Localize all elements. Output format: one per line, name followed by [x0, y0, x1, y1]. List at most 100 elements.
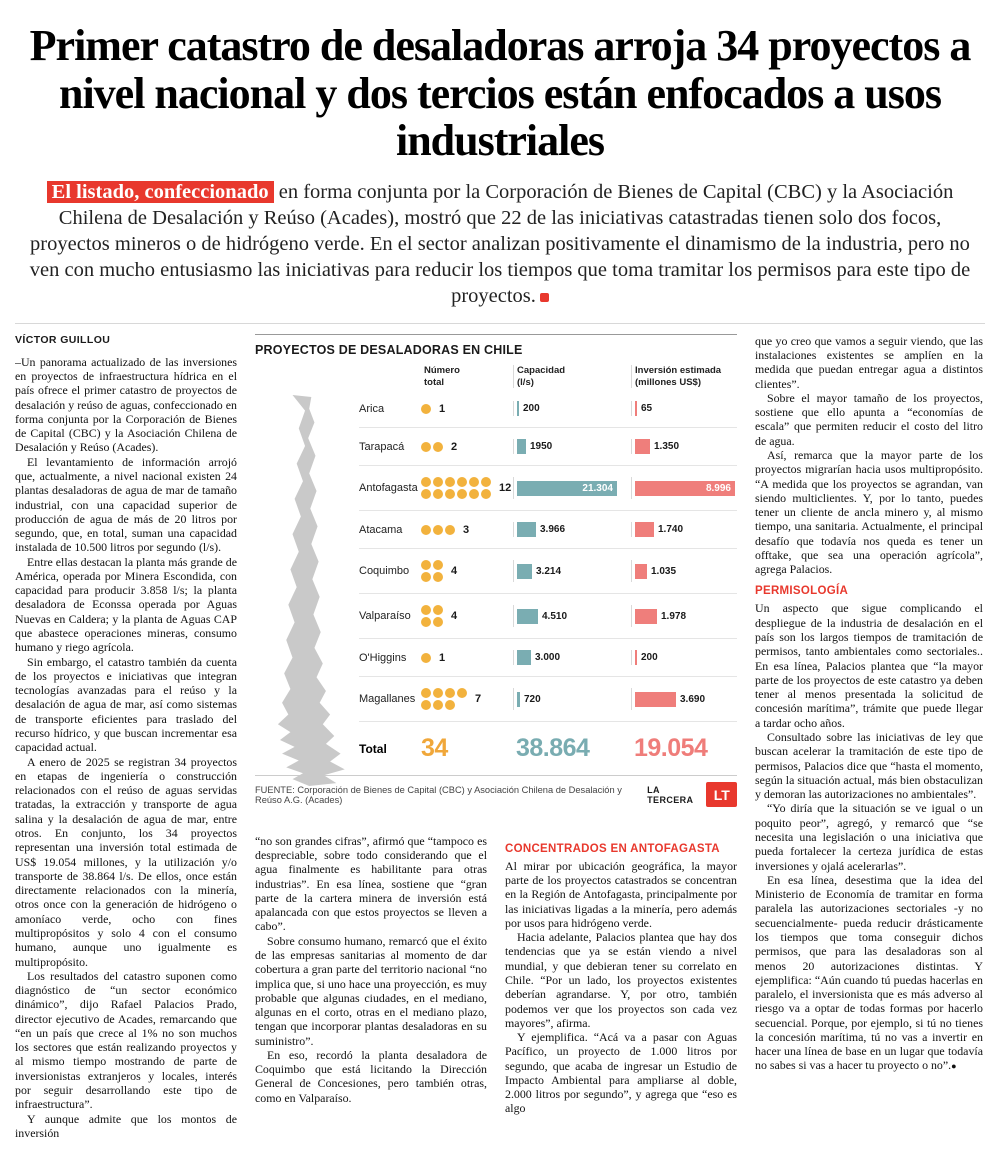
inv-bar-value: 1.035	[651, 565, 677, 577]
project-dot-icon	[469, 477, 479, 488]
project-count-value: 3	[463, 523, 470, 536]
cap-bar-value: 200	[523, 403, 540, 415]
bar-cell-inv: 1.350	[631, 439, 737, 455]
project-dot-icon	[481, 489, 491, 500]
inv-bar	[635, 691, 676, 707]
project-dot-icon	[421, 477, 431, 488]
inv-bar	[635, 650, 637, 666]
project-dots	[421, 652, 433, 663]
bar-cell-cap: 4.510	[513, 605, 631, 628]
project-dots	[421, 477, 493, 500]
bar-cell-cap: 21.304	[513, 477, 631, 500]
inv-bar-value: 65	[641, 403, 653, 415]
project-dot-icon	[469, 489, 479, 500]
project-dot-icon	[433, 688, 443, 699]
project-dot-icon	[433, 700, 443, 711]
chart-row: Antofagasta 12 21.304 8.996	[359, 466, 737, 512]
paragraph: A enero de 2025 se registran 34 proyecto…	[15, 754, 237, 969]
project-dot-icon	[445, 700, 455, 711]
headline: Primer catastro de desaladoras arroja 34…	[29, 21, 972, 166]
total-count: 34	[421, 734, 448, 763]
column-left: VÍCTOR GUILLOU –Un panorama actualizado …	[15, 334, 237, 1155]
inv-bar	[635, 563, 647, 579]
paragraph: El levantamiento de información arrojó q…	[15, 454, 237, 555]
project-dot-icon	[421, 524, 431, 535]
credit-text: LA TERCERA	[647, 784, 694, 805]
chart-source-row: FUENTE: Corporación de Bienes de Capital…	[255, 775, 737, 808]
paragraph: “Yo diría que la situación se ve igual o…	[755, 801, 983, 873]
project-count-cell: 7	[421, 688, 513, 711]
chart-body: Número total Capacidad (l/s) Inversión e…	[255, 364, 737, 786]
project-dot-icon	[421, 688, 431, 699]
paragraph: Entre ellas destacan la planta más grand…	[15, 554, 237, 655]
region-label: Antofagasta	[359, 482, 418, 495]
paragraph: Los resultados del catastro suponen como…	[15, 968, 237, 1112]
project-dots	[421, 524, 457, 535]
chart-row: Atacama 3 3.966 1.740	[359, 511, 737, 550]
paragraph: Hacia adelante, Palacios plantea que hay…	[505, 930, 737, 1030]
project-dot-icon	[421, 403, 431, 414]
total-investment: 19.054	[634, 734, 708, 763]
project-dot-icon	[433, 524, 443, 535]
region-label: Arica	[359, 402, 385, 415]
project-count-value: 2	[451, 440, 458, 453]
paragraph: Así, remarca que la mayor parte de los p…	[755, 447, 983, 577]
bar-cell-inv: 8.996	[631, 477, 737, 500]
project-dot-icon	[457, 688, 467, 699]
project-count-cell: 3	[421, 524, 513, 536]
cap-bar-value: 3.214	[536, 565, 562, 577]
cap-bar	[517, 691, 520, 707]
project-count-cell: 2	[421, 441, 513, 453]
paragraph: Sobre el mayor tamaño de los proyectos, …	[755, 390, 983, 448]
project-dot-icon	[433, 617, 443, 628]
project-count-value: 4	[451, 565, 458, 578]
project-count-value: 1	[439, 651, 446, 664]
bar-cell-inv: 200	[631, 650, 737, 666]
bar-cell-inv: 65	[631, 401, 737, 417]
project-dot-icon	[445, 524, 455, 535]
paragraph: Y aunque admite que los montos de invers…	[15, 1111, 237, 1140]
column-right: que yo creo que vamos a seguir viendo, q…	[755, 334, 983, 1155]
project-dot-icon	[433, 489, 443, 500]
project-dots	[421, 688, 469, 711]
inv-bar: 8.996	[635, 480, 735, 496]
paragraph: Sin embargo, el catastro también da cuen…	[15, 654, 237, 755]
paragraph: Sobre consumo humano, remarcó que el éxi…	[255, 933, 487, 1048]
cap-bar	[517, 439, 526, 455]
project-count-cell: 4	[421, 605, 513, 628]
chart-total-row: Total 34 38.864 19.054	[359, 722, 737, 767]
total-capacity: 38.864	[516, 734, 590, 763]
paragraph: Consultado sobre las iniciativas de ley …	[755, 730, 983, 802]
region-label: Atacama	[359, 523, 403, 536]
paragraph: –Un panorama actualizado de las inversio…	[15, 354, 237, 455]
paragraph: Y ejemplifica. “Acá va a pasar con Aguas…	[505, 1030, 737, 1116]
paragraph: En eso, recordó la planta desaladora de …	[255, 1047, 487, 1105]
paragraph: En esa línea, desestima que la idea del …	[755, 873, 983, 1073]
paragraph: “no son grandes cifras”, afirmó que “tam…	[255, 833, 487, 934]
project-dot-icon	[433, 560, 443, 571]
chart-header-capacity: Capacidad (l/s)	[513, 364, 631, 389]
bar-cell-cap: 200	[513, 401, 631, 417]
region-label: O'Higgins	[359, 651, 407, 664]
project-dots	[421, 441, 445, 452]
credit-wrap: LA TERCERA LT	[647, 782, 737, 808]
byline: VÍCTOR GUILLOU	[15, 333, 111, 346]
region-label: Tarapacá	[359, 440, 405, 453]
project-dots	[421, 605, 445, 628]
bar-cell-cap: 720	[513, 688, 631, 711]
lede: El listado, confeccionado en forma conju…	[25, 179, 975, 309]
cap-bar-value: 3.000	[535, 652, 561, 664]
bar-cell-cap: 3.966	[513, 522, 631, 538]
project-dot-icon	[445, 477, 455, 488]
chart-row: Magallanes 7 720 3.690	[359, 677, 737, 723]
cap-bar-value: 720	[524, 693, 541, 705]
inv-bar-value: 200	[641, 652, 658, 664]
paragraph: Un aspecto que sigue complicando el desp…	[755, 601, 983, 730]
project-count-cell: 12	[421, 477, 513, 500]
project-count-value: 12	[499, 482, 512, 495]
project-count-value: 1	[439, 402, 446, 415]
paragraph: que yo creo que vamos a seguir viendo, q…	[755, 333, 983, 391]
chart-header-row: Número total Capacidad (l/s) Inversión e…	[359, 364, 737, 389]
lede-highlight: El listado, confeccionado	[46, 180, 274, 203]
project-dot-icon	[421, 572, 431, 583]
